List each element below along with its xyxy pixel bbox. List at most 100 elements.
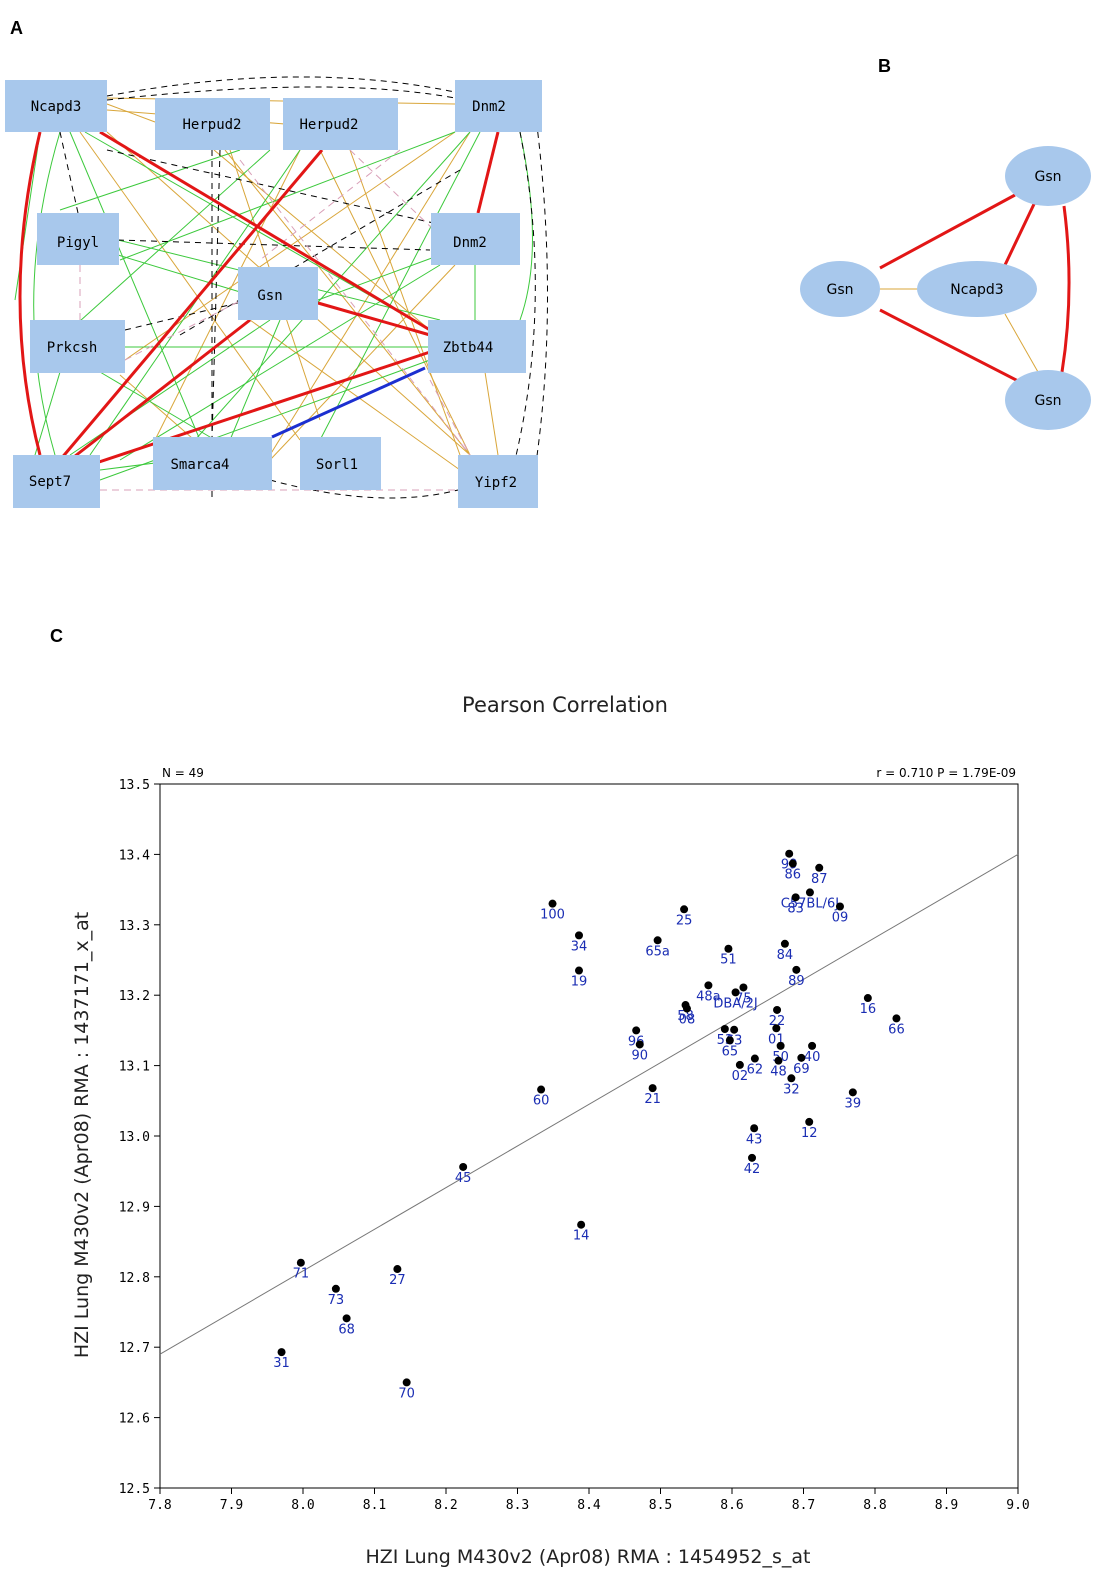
data-point[interactable] — [772, 1024, 781, 1033]
data-point[interactable] — [653, 936, 662, 945]
network-a-node-sorl1[interactable]: Sorl1 — [300, 437, 381, 490]
data-point[interactable] — [808, 1041, 817, 1050]
data-point[interactable] — [459, 1162, 468, 1171]
node-label: Gsn — [1034, 393, 1061, 409]
network-a: Ncapd3 Herpud2 Herpud2 Dnm2 Pigyl Dnm2 G… — [5, 76, 548, 508]
data-point[interactable] — [537, 1085, 546, 1094]
data-point[interactable] — [780, 939, 789, 948]
data-point-label: 83 — [787, 901, 804, 916]
data-point[interactable] — [735, 1060, 744, 1069]
data-point[interactable] — [791, 893, 800, 902]
data-point[interactable] — [648, 1084, 657, 1093]
network-a-node-zbtb44[interactable]: Zbtb44 — [428, 320, 526, 373]
data-point[interactable] — [848, 1088, 857, 1097]
data-point[interactable] — [632, 1026, 641, 1035]
data-point[interactable] — [750, 1054, 759, 1063]
data-point[interactable] — [792, 965, 801, 974]
data-point[interactable] — [402, 1378, 411, 1387]
network-a-node-dnm2-mid[interactable]: Dnm2 — [431, 213, 520, 265]
data-point[interactable] — [750, 1124, 759, 1133]
data-point[interactable] — [785, 849, 794, 858]
data-point[interactable] — [748, 1153, 757, 1162]
node-label: Yipf2 — [475, 475, 517, 491]
data-point-label: 71 — [293, 1267, 310, 1282]
data-point-label: 65a — [645, 944, 670, 959]
data-point-label: 69 — [793, 1062, 810, 1077]
data-point[interactable] — [574, 931, 583, 940]
data-point-label: 48 — [770, 1065, 787, 1080]
data-point[interactable] — [773, 1005, 782, 1014]
x-tick-label: 8.1 — [363, 1498, 386, 1513]
network-b-node-gsn-left[interactable]: Gsn — [800, 261, 880, 317]
regression-line — [159, 853, 1019, 1355]
network-a-node-herpud2-right[interactable]: Herpud2 — [283, 98, 398, 150]
y-tick-label: 12.7 — [119, 1341, 150, 1356]
node-label: Gsn — [257, 288, 282, 304]
data-point[interactable] — [724, 944, 733, 953]
data-point[interactable] — [720, 1024, 729, 1033]
data-point-label: 89 — [788, 974, 805, 989]
network-a-node-prkcsh[interactable]: Prkcsh — [30, 320, 125, 373]
sample-size-label: N = 49 — [162, 766, 204, 780]
data-point[interactable] — [797, 1053, 806, 1062]
data-point[interactable] — [635, 1040, 644, 1049]
x-tick-label: 8.3 — [506, 1498, 529, 1513]
data-point[interactable] — [815, 863, 824, 872]
data-point[interactable] — [331, 1284, 340, 1293]
data-point[interactable] — [704, 981, 713, 990]
x-tick-label: 8.8 — [863, 1498, 886, 1513]
panel-b-letter: B — [878, 56, 891, 76]
data-point[interactable] — [863, 994, 872, 1003]
network-a-node-sept7[interactable]: Sept7 — [13, 455, 100, 508]
data-point-label: 51 — [720, 953, 737, 968]
data-point[interactable] — [577, 1220, 586, 1229]
data-point[interactable] — [277, 1348, 286, 1357]
data-point-label: 62 — [747, 1063, 764, 1078]
data-point[interactable] — [574, 966, 583, 975]
data-point[interactable] — [835, 902, 844, 911]
data-point[interactable] — [776, 1041, 785, 1050]
data-point-label: 16 — [860, 1002, 877, 1017]
network-a-node-pigyl[interactable]: Pigyl — [37, 213, 119, 265]
network-a-node-yipf2[interactable]: Yipf2 — [458, 455, 538, 508]
data-point[interactable] — [892, 1014, 901, 1023]
data-point-label: 27 — [389, 1273, 406, 1288]
data-point[interactable] — [774, 1056, 783, 1065]
data-point[interactable] — [805, 1117, 814, 1126]
x-tick-label: 8.2 — [434, 1498, 457, 1513]
data-point[interactable] — [680, 905, 689, 914]
data-point[interactable] — [725, 1036, 734, 1045]
data-point[interactable] — [805, 888, 814, 897]
data-point[interactable] — [787, 1074, 796, 1083]
data-point-label: 66 — [888, 1022, 905, 1037]
network-b-node-ncapd3[interactable]: Ncapd3 — [917, 261, 1037, 317]
data-point[interactable] — [393, 1265, 402, 1274]
data-point-label: 25 — [676, 913, 693, 928]
data-point-label: 60 — [533, 1094, 550, 1109]
data-point[interactable] — [739, 983, 748, 992]
x-axis-title: HZI Lung M430v2 (Apr08) RMA : 1454952_s_… — [365, 1546, 810, 1568]
data-point[interactable] — [548, 899, 557, 908]
data-point[interactable] — [731, 988, 740, 997]
data-point-label: 100 — [540, 908, 565, 923]
network-a-node-ncapd3[interactable]: Ncapd3 — [5, 80, 107, 132]
network-b-node-gsn-bottom[interactable]: Gsn — [1005, 370, 1091, 430]
network-a-node-gsn[interactable]: Gsn — [238, 267, 318, 320]
data-point[interactable] — [342, 1314, 351, 1323]
node-label: Herpud2 — [182, 117, 241, 133]
network-b-node-gsn-top[interactable]: Gsn — [1005, 146, 1091, 206]
x-tick-label: 9.0 — [1006, 1498, 1029, 1513]
y-tick-label: 12.6 — [119, 1412, 150, 1427]
network-a-node-dnm2-top[interactable]: Dnm2 — [455, 80, 542, 132]
y-tick-label: 13.1 — [119, 1060, 150, 1075]
node-label: Sorl1 — [316, 457, 358, 473]
data-point-label: 45 — [455, 1171, 472, 1186]
network-a-node-herpud2-left[interactable]: Herpud2 — [155, 98, 270, 150]
data-point[interactable] — [296, 1258, 305, 1267]
data-point[interactable] — [730, 1025, 739, 1034]
data-point[interactable] — [788, 859, 797, 868]
data-point[interactable] — [682, 1004, 691, 1013]
x-tick-label: 8.7 — [792, 1498, 815, 1513]
network-a-node-smarca4[interactable]: Smarca4 — [153, 437, 272, 490]
y-axis-ticks: 12.5 12.6 12.7 12.8 12.9 13.0 13.1 13.2 13.3 13.4… — [119, 778, 160, 1497]
